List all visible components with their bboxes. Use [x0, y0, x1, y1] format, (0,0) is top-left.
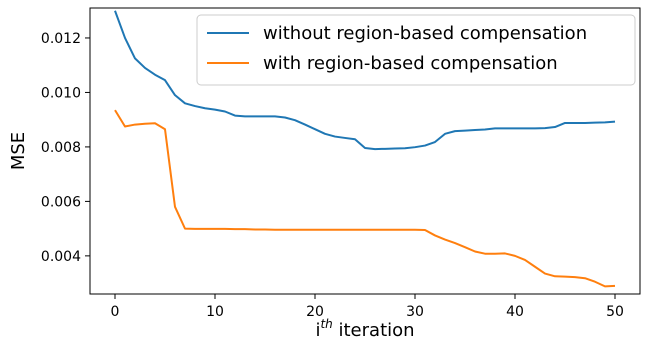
x-tick-label: 30: [406, 304, 424, 320]
legend-label: without region-based compensation: [263, 23, 587, 44]
x-tick-label: 40: [506, 304, 524, 320]
x-tick-label: 10: [206, 304, 224, 320]
x-axis-ticks: 0 10 20 30 40 50: [111, 294, 624, 320]
series-line-1: [114, 10, 616, 151]
x-axis-label-superscript: th: [320, 317, 332, 331]
y-tick-label: 0.012: [41, 31, 81, 47]
series-line-2: [114, 109, 616, 288]
x-tick-label: 20: [306, 304, 324, 320]
x-axis-label-rest: iteration: [333, 320, 415, 341]
y-tick-label: 0.010: [41, 85, 81, 101]
x-tick-label: 0: [111, 304, 120, 320]
series-layer: [114, 10, 616, 288]
plot-frame: [89, 7, 641, 295]
x-axis-label: ith iteration: [315, 317, 414, 341]
legend-box: [196, 14, 636, 86]
y-axis-ticks: 0.004 0.006 0.008 0.010 0.012: [41, 31, 90, 265]
legend: without region-based compensation with re…: [196, 14, 636, 86]
x-tick-label: 50: [606, 304, 624, 320]
y-tick-label: 0.008: [41, 140, 81, 156]
x-axis-label-base: i: [315, 320, 320, 341]
legend-label: with region-based compensation: [263, 53, 558, 74]
y-tick-label: 0.006: [41, 194, 81, 210]
y-tick-label: 0.004: [41, 249, 81, 265]
y-axis-label: MSE: [8, 132, 29, 170]
